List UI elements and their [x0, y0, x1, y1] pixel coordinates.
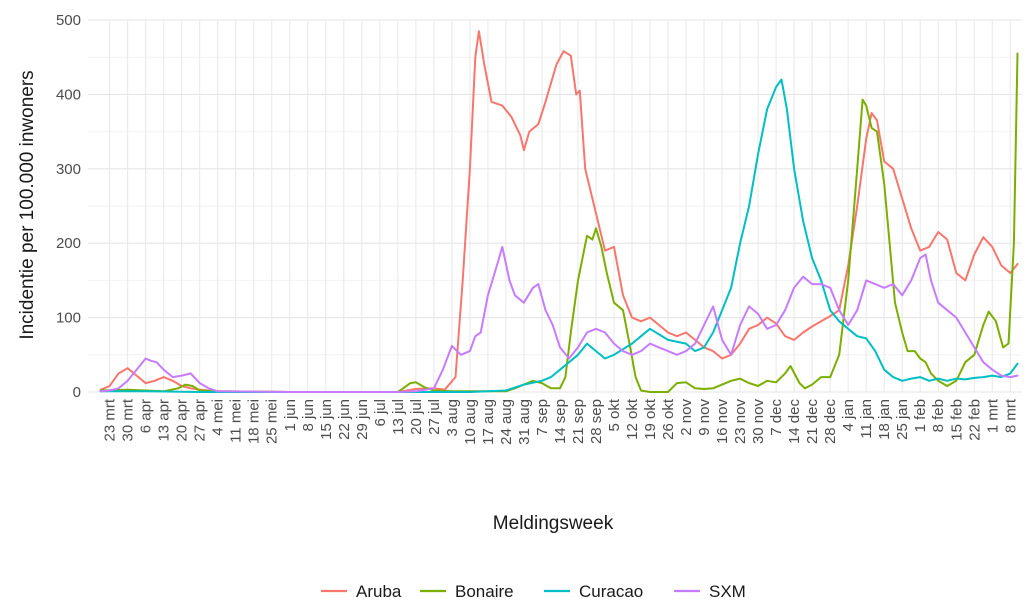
x-tick-label: 3 aug	[444, 399, 461, 437]
legend-label-sxm: SXM	[709, 582, 746, 601]
x-tick-label: 18 mei	[246, 399, 263, 444]
series-line-bonaire	[99, 52, 1019, 393]
x-tick-label: 10 aug	[462, 399, 479, 445]
x-tick-label: 2 nov	[678, 399, 695, 436]
x-tick-label: 7 dec	[768, 399, 785, 436]
x-tick-label: 7 sep	[534, 399, 551, 436]
y-tick-label: 200	[56, 235, 81, 252]
x-tick-label: 17 aug	[480, 399, 497, 445]
legend: Aruba Bonaire Curacao SXM	[321, 582, 746, 601]
x-tick-label: 20 apr	[174, 399, 191, 442]
x-tick-label: 13 apr	[156, 399, 173, 442]
x-tick-label: 20 jul	[408, 399, 425, 435]
x-tick-label: 25 mei	[264, 399, 281, 444]
series-line-sxm	[99, 245, 1019, 393]
x-tick-label: 6 jul	[372, 399, 389, 427]
x-tick-label: 4 jan	[840, 399, 857, 432]
x-tick-label: 15 feb	[948, 399, 965, 441]
x-tick-label: 11 jan	[858, 399, 875, 439]
x-tick-label: 23 nov	[732, 399, 749, 445]
x-tick-label: 13 jul	[390, 399, 407, 435]
minor-gridlines	[88, 56, 1022, 356]
x-tick-label: 28 dec	[822, 399, 839, 445]
x-tick-label: 22 jun	[336, 399, 353, 440]
series-line-aruba	[99, 30, 1019, 393]
x-tick-label: 11 mei	[228, 399, 245, 443]
y-tick-label: 0	[73, 384, 81, 401]
x-tick-label: 29 jun	[354, 399, 371, 440]
x-tick-label: 6 apr	[138, 399, 155, 433]
x-tick-label: 21 sep	[570, 399, 587, 444]
y-tick-label: 100	[56, 310, 81, 327]
series-line-curacao	[99, 78, 1019, 393]
x-tick-label: 31 aug	[516, 399, 533, 445]
x-tick-label: 22 feb	[966, 399, 983, 441]
x-axis-title: Meldingsweek	[493, 513, 614, 534]
legend-label-curacao: Curacao	[579, 582, 643, 601]
x-tick-label: 14 sep	[552, 399, 569, 444]
x-tick-label: 27 apr	[192, 399, 209, 442]
y-tick-label: 300	[56, 161, 81, 178]
x-tick-label: 26 okt	[660, 398, 677, 440]
x-tick-label: 21 dec	[804, 399, 821, 445]
x-tick-label: 30 mrt	[120, 398, 137, 441]
x-tick-label: 8 feb	[930, 399, 947, 432]
y-axis-tick-labels: 0 100 200 300 400 500	[56, 12, 81, 401]
x-tick-label: 8 jun	[300, 399, 317, 432]
series-lines	[99, 30, 1019, 393]
y-tick-label: 500	[56, 12, 81, 29]
x-tick-label: 16 nov	[714, 399, 731, 445]
y-tick-label: 400	[56, 86, 81, 103]
x-tick-label: 15 jun	[318, 399, 335, 440]
x-tick-label: 27 jul	[426, 399, 443, 435]
x-tick-label: 25 jan	[894, 399, 911, 440]
x-tick-label: 14 dec	[786, 399, 803, 445]
x-tick-label: 23 mrt	[102, 398, 119, 441]
x-tick-label: 28 sep	[588, 399, 605, 444]
x-tick-label: 1 feb	[912, 399, 929, 432]
x-tick-label: 12 okt	[624, 398, 641, 440]
x-tick-label: 5 okt	[606, 398, 623, 431]
legend-label-bonaire: Bonaire	[455, 582, 514, 601]
x-tick-label: 19 okt	[642, 398, 659, 440]
x-tick-label: 1 mrt	[984, 398, 1001, 433]
legend-label-aruba: Aruba	[356, 582, 402, 601]
x-tick-label: 4 mei	[210, 399, 227, 436]
x-tick-label: 18 jan	[876, 399, 893, 440]
y-axis-title: Incidentie per 100.000 inwoners	[17, 70, 38, 339]
x-tick-label: 24 aug	[498, 399, 515, 445]
x-axis-tick-labels: 23 mrt 30 mrt 6 apr 13 apr 20 apr 27 apr 4 mei…	[102, 398, 1020, 445]
x-tick-label: 8 mrt	[1002, 398, 1019, 433]
x-tick-label: 30 nov	[750, 399, 767, 445]
x-tick-label: 9 nov	[696, 399, 713, 436]
x-tick-label: 1 jun	[282, 399, 299, 432]
